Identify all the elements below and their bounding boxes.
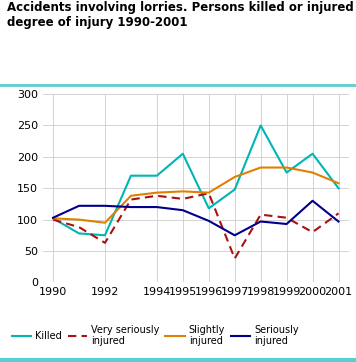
Slightly
injured — [232, 175, 237, 179]
Seriously
injured — [206, 219, 211, 223]
Line: Slightly
injured: Slightly injured — [53, 168, 339, 223]
Line: Very seriously
injured: Very seriously injured — [53, 193, 339, 258]
Very seriously
injured — [155, 194, 159, 198]
Very seriously
injured — [232, 256, 237, 261]
Very seriously
injured — [206, 191, 211, 195]
Slightly
injured — [181, 189, 185, 194]
Slightly
injured — [155, 190, 159, 195]
Killed — [181, 152, 185, 156]
Very seriously
injured — [51, 218, 55, 222]
Seriously
injured — [155, 205, 159, 209]
Seriously
injured — [336, 219, 341, 224]
Killed — [310, 152, 315, 156]
Seriously
injured — [284, 222, 289, 226]
Very seriously
injured — [336, 211, 341, 215]
Slightly
injured — [258, 165, 263, 170]
Seriously
injured — [258, 219, 263, 224]
Seriously
injured — [310, 199, 315, 203]
Killed — [258, 123, 263, 128]
Legend: Killed, Very seriously
injured, Slightly
injured, Seriously
injured: Killed, Very seriously injured, Slightly… — [12, 325, 299, 346]
Killed — [51, 216, 55, 220]
Seriously
injured — [103, 204, 107, 208]
Slightly
injured — [51, 216, 55, 220]
Slightly
injured — [206, 190, 211, 195]
Very seriously
injured — [77, 225, 81, 229]
Slightly
injured — [103, 220, 107, 225]
Seriously
injured — [232, 233, 237, 237]
Seriously
injured — [181, 208, 185, 212]
Killed — [129, 173, 133, 178]
Very seriously
injured — [284, 215, 289, 220]
Killed — [206, 206, 211, 210]
Seriously
injured — [51, 215, 55, 220]
Slightly
injured — [336, 181, 341, 185]
Line: Killed: Killed — [53, 126, 339, 235]
Very seriously
injured — [181, 197, 185, 201]
Very seriously
injured — [129, 197, 133, 202]
Killed — [232, 187, 237, 191]
Slightly
injured — [129, 194, 133, 198]
Killed — [155, 173, 159, 178]
Slightly
injured — [284, 165, 289, 170]
Killed — [103, 233, 107, 237]
Seriously
injured — [77, 204, 81, 208]
Very seriously
injured — [310, 230, 315, 234]
Killed — [336, 186, 341, 190]
Very seriously
injured — [258, 212, 263, 217]
Line: Seriously
injured: Seriously injured — [53, 201, 339, 235]
Slightly
injured — [77, 218, 81, 222]
Seriously
injured — [129, 205, 133, 209]
Killed — [284, 171, 289, 175]
Slightly
injured — [310, 171, 315, 175]
Very seriously
injured — [103, 241, 107, 245]
Text: Accidents involving lorries. Persons killed or injured by: Accidents involving lorries. Persons kil… — [7, 1, 356, 14]
Killed — [77, 231, 81, 236]
Text: degree of injury 1990-2001: degree of injury 1990-2001 — [7, 16, 188, 29]
